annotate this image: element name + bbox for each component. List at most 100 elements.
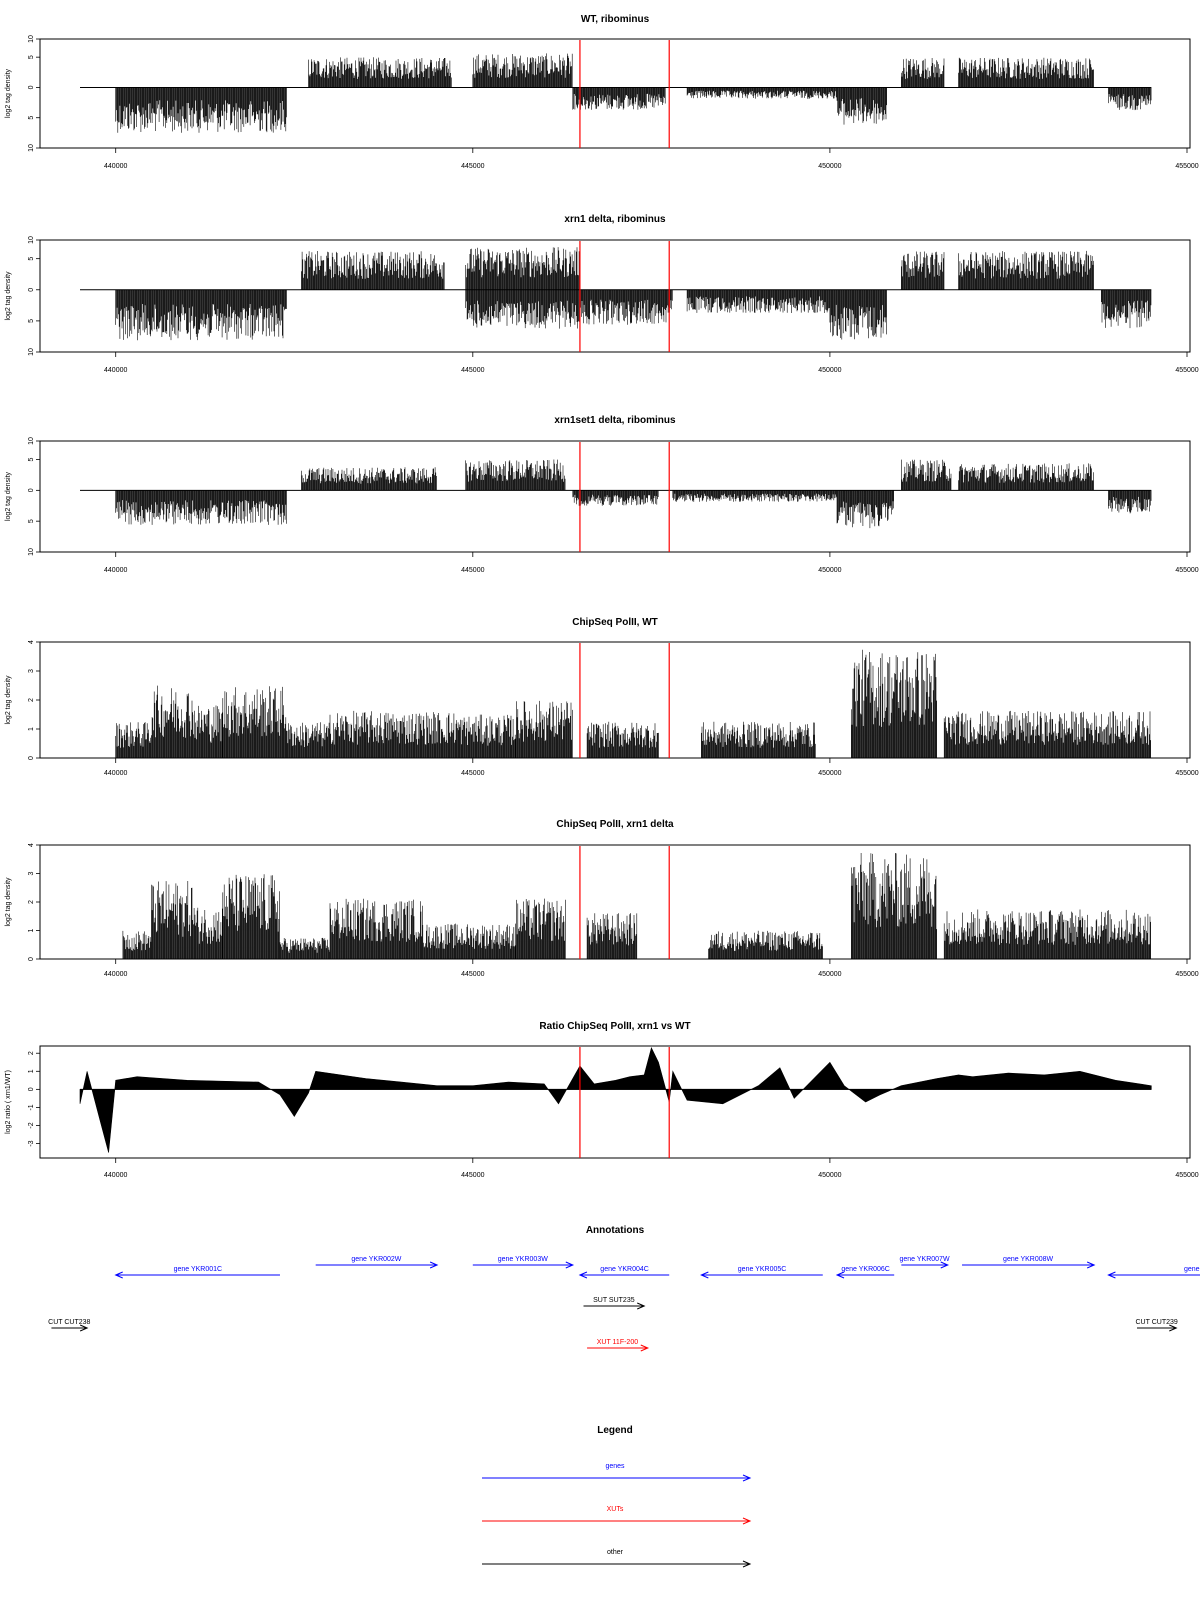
x-tick-label: 455000 — [1175, 567, 1198, 574]
annotation-label: XUT 11F-200 — [597, 1339, 638, 1346]
y-tick-label: 10 — [28, 236, 35, 244]
annotation-other: SUT SUT235 — [584, 1297, 645, 1309]
panel-1: WT, ribominus log2 tag density 10 5 0 5 10 4400… — [5, 14, 1199, 170]
annotation-label: SUT SUT235 — [593, 1297, 635, 1304]
annotation-gene: gene YKR002W — [316, 1256, 437, 1268]
x-tick-label: 450000 — [818, 567, 841, 574]
x-tick-label: 440000 — [104, 567, 127, 574]
legend-item-other: other — [482, 1549, 750, 1567]
annotation-label: gene YKR008W — [1003, 1256, 1053, 1263]
legend-label: genes — [605, 1463, 625, 1470]
ratio-area — [80, 1048, 1151, 1153]
plot-frame — [40, 1046, 1190, 1158]
x-tick-label: 445000 — [461, 567, 484, 574]
x-tick-label: 450000 — [818, 367, 841, 374]
annotation-other: CUT CUT239 — [1136, 1319, 1178, 1331]
panel-title: WT, ribominus — [581, 14, 650, 25]
panel-title: Ratio ChipSeq PolII, xrn1 vs WT — [539, 1021, 690, 1032]
y-axis-label: log2 tag density — [5, 877, 12, 927]
panel-title: ChipSeq PolII, WT — [572, 617, 658, 628]
y-tick-label: 3 — [28, 871, 35, 875]
x-tick-label: 445000 — [461, 367, 484, 374]
x-tick-label: 455000 — [1175, 163, 1198, 170]
y-tick-label: 3 — [28, 669, 35, 673]
y-tick-label: 0 — [28, 288, 35, 292]
y-tick-label: 5 — [28, 55, 35, 59]
signal-bars — [123, 853, 1151, 959]
annotation-gene: gene YKR004C — [580, 1266, 669, 1278]
legend-label: other — [607, 1549, 624, 1556]
y-tick-label: 5 — [28, 457, 35, 461]
panel-3: xrn1set1 delta, ribominus log2 tag densit… — [5, 415, 1199, 574]
annotations-title: Annotations — [586, 1225, 645, 1236]
x-tick-label: 440000 — [104, 971, 127, 978]
x-tick-label: 440000 — [104, 1172, 127, 1179]
legend: Legend genes XUTs other — [482, 1425, 750, 1567]
y-tick-label: 5 — [28, 319, 35, 323]
x-tick-label: 445000 — [461, 163, 484, 170]
annotation-label: gene YKR001C — [174, 1266, 223, 1273]
x-tick-label: 440000 — [104, 367, 127, 374]
y-axis-label: log2 tag density — [5, 471, 12, 521]
panel-2: xrn1 delta, ribominus log2 tag density 10 5… — [5, 214, 1199, 374]
y-tick-label: 5 — [28, 519, 35, 523]
annotation-gene: gene YKR008W — [962, 1256, 1094, 1268]
annotations: Annotations gene YKR001C gene YKR002W gene … — [48, 1225, 1200, 1351]
signal-bars — [116, 53, 1151, 132]
x-tick-label: 445000 — [461, 770, 484, 777]
annotation-other: CUT CUT238 — [48, 1319, 90, 1331]
y-tick-label: 5 — [28, 257, 35, 261]
y-tick-label: 10 — [28, 144, 35, 152]
annotation-label: gene YKR003W — [498, 1256, 548, 1263]
y-axis-label: log2 tag density — [5, 675, 12, 725]
annotation-label: CUT CUT239 — [1136, 1319, 1178, 1326]
panel-5: ChipSeq PolII, xrn1 delta log2 tag densit… — [5, 819, 1199, 978]
annotation-gene: gene YKR007W — [899, 1256, 949, 1268]
annotation-label: gene YKR004C — [600, 1266, 649, 1273]
panel-title: ChipSeq PolII, xrn1 delta — [556, 819, 674, 830]
x-tick-label: 455000 — [1175, 770, 1198, 777]
y-axis-label: log2 ratio ( xrn1/WT) — [5, 1070, 12, 1134]
y-tick-label: 0 — [28, 85, 35, 89]
legend-title: Legend — [597, 1425, 633, 1436]
y-tick-label: 5 — [28, 116, 35, 120]
annotation-xut: XUT 11F-200 — [587, 1339, 648, 1351]
annotation-gene: gene YKR005C — [701, 1266, 822, 1278]
x-tick-label: 445000 — [461, 971, 484, 978]
legend-label: XUTs — [607, 1506, 624, 1513]
x-tick-label: 440000 — [104, 770, 127, 777]
panel-title: xrn1set1 delta, ribominus — [554, 415, 676, 426]
panel-6: Ratio ChipSeq PolII, xrn1 vs WT log2 rati… — [5, 1021, 1199, 1179]
panel-4: ChipSeq PolII, WT log2 tag density 4 3 2 1 0 44… — [5, 617, 1199, 777]
y-tick-label: 0 — [28, 957, 35, 961]
y-tick-label: 2 — [28, 900, 35, 904]
annotation-label: gene YKR005C — [738, 1266, 787, 1273]
y-tick-label: -2 — [28, 1122, 35, 1128]
y-tick-label: 4 — [28, 640, 35, 644]
y-tick-label: 1 — [28, 928, 35, 932]
signal-bars — [116, 650, 1151, 758]
y-axis-label: log2 tag density — [5, 271, 12, 321]
y-tick-label: -1 — [28, 1104, 35, 1110]
x-tick-label: 450000 — [818, 770, 841, 777]
signal-bars — [116, 247, 1151, 340]
y-tick-label: 1 — [28, 727, 35, 731]
y-tick-label: 10 — [28, 548, 35, 556]
y-tick-label: 10 — [28, 437, 35, 445]
y-tick-label: 0 — [28, 488, 35, 492]
x-tick-label: 445000 — [461, 1172, 484, 1179]
x-tick-label: 440000 — [104, 163, 127, 170]
x-tick-label: 450000 — [818, 163, 841, 170]
annotation-label: gene YKR007W — [899, 1256, 949, 1263]
annotation-gene: gene YKR001C — [116, 1266, 280, 1278]
legend-item-xut: XUTs — [482, 1506, 750, 1524]
signal-bars — [116, 460, 1151, 529]
panel-title: xrn1 delta, ribominus — [564, 214, 666, 225]
x-tick-label: 455000 — [1175, 971, 1198, 978]
y-tick-label: 0 — [28, 1087, 35, 1091]
x-tick-label: 450000 — [818, 1172, 841, 1179]
y-tick-label: 2 — [28, 1051, 35, 1055]
x-tick-label: 450000 — [818, 971, 841, 978]
